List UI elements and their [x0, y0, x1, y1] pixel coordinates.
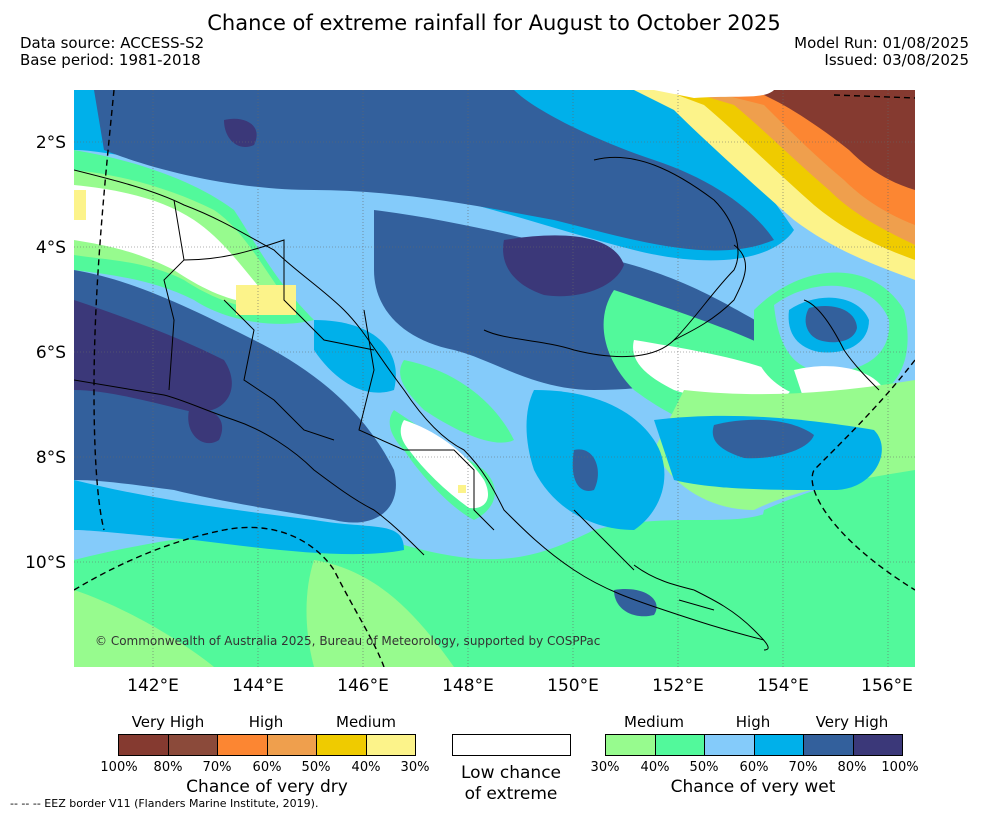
- dry-swatch: [218, 735, 268, 755]
- dry-level-medium: Medium: [336, 713, 396, 731]
- copyright-notice: © Commonwealth of Australia 2025, Bureau…: [95, 634, 601, 648]
- page-title: Chance of extreme rainfall for August to…: [207, 11, 781, 35]
- wet-pct: 40%: [640, 760, 670, 775]
- lon-label: 148°E: [442, 676, 494, 696]
- lon-label: 150°E: [547, 676, 599, 696]
- wet-pct: 80%: [837, 760, 867, 775]
- dry-level-high: High: [248, 713, 284, 731]
- dry-pct: 50%: [301, 760, 331, 775]
- dry-swatch: [366, 735, 415, 755]
- wet-level-high: High: [735, 713, 771, 731]
- wet-pct: 60%: [739, 760, 769, 775]
- lon-label: 144°E: [232, 676, 284, 696]
- dry-pct: 40%: [351, 760, 381, 775]
- meta-left: Data source: ACCESS-S2 Base period: 1981…: [20, 35, 204, 69]
- wet-level-medium: Medium: [624, 713, 684, 731]
- dry-colorbar-title: Chance of very dry: [186, 777, 348, 797]
- lon-label: 146°E: [337, 676, 389, 696]
- wet-pct: 100%: [881, 760, 919, 775]
- wet-swatch: [606, 735, 656, 755]
- dry-pct: 60%: [252, 760, 282, 775]
- wet-pct: 70%: [788, 760, 818, 775]
- eez-footnote: -- -- -- EEZ border V11 (Flanders Marine…: [10, 797, 319, 810]
- dry-pct: 30%: [400, 760, 430, 775]
- wet-swatch: [804, 735, 854, 755]
- low-chance-label: Low chance of extreme: [461, 763, 561, 805]
- lon-label: 142°E: [127, 676, 179, 696]
- wet-pct: 30%: [590, 760, 620, 775]
- low-chance-line2: of extreme: [464, 784, 558, 804]
- dry-pct: 80%: [153, 760, 183, 775]
- lon-label: 154°E: [757, 676, 809, 696]
- wet-swatch: [705, 735, 755, 755]
- dry-pct: 100%: [100, 760, 138, 775]
- wet-swatch: [655, 735, 705, 755]
- lat-label: 4°S: [35, 238, 66, 258]
- lat-label: 6°S: [35, 343, 66, 363]
- wet-swatch: [853, 735, 902, 755]
- lon-label: 156°E: [861, 676, 913, 696]
- model-run: Model Run: 01/08/2025: [794, 34, 969, 52]
- meta-right: Model Run: 01/08/2025 Issued: 03/08/2025: [794, 35, 969, 69]
- lat-label: 8°S: [35, 448, 66, 468]
- dry-pct: 70%: [202, 760, 232, 775]
- dry-swatch: [168, 735, 218, 755]
- lon-label: 152°E: [652, 676, 704, 696]
- wet-colorbar-title: Chance of very wet: [670, 777, 836, 797]
- wet-pct: 50%: [689, 760, 719, 775]
- wet-swatch: [754, 735, 804, 755]
- lat-label: 2°S: [35, 133, 66, 153]
- data-source: Data source: ACCESS-S2: [20, 34, 205, 52]
- dry-colorbar: [118, 734, 416, 756]
- lat-label: 10°S: [25, 553, 66, 573]
- base-period: Base period: 1981-2018: [20, 51, 201, 69]
- dry-swatch: [267, 735, 317, 755]
- rainfall-map-svg: [74, 90, 915, 667]
- dry-level-very-high: Very High: [131, 713, 205, 731]
- low-chance-line1: Low chance: [461, 763, 561, 783]
- dry-swatch: [119, 735, 169, 755]
- rainfall-map: [74, 90, 915, 667]
- wet-colorbar: [605, 734, 903, 756]
- issued-date: Issued: 03/08/2025: [824, 51, 969, 69]
- wet-level-very-high: Very High: [815, 713, 889, 731]
- dry-swatch: [317, 735, 367, 755]
- low-chance-swatch: [452, 734, 571, 756]
